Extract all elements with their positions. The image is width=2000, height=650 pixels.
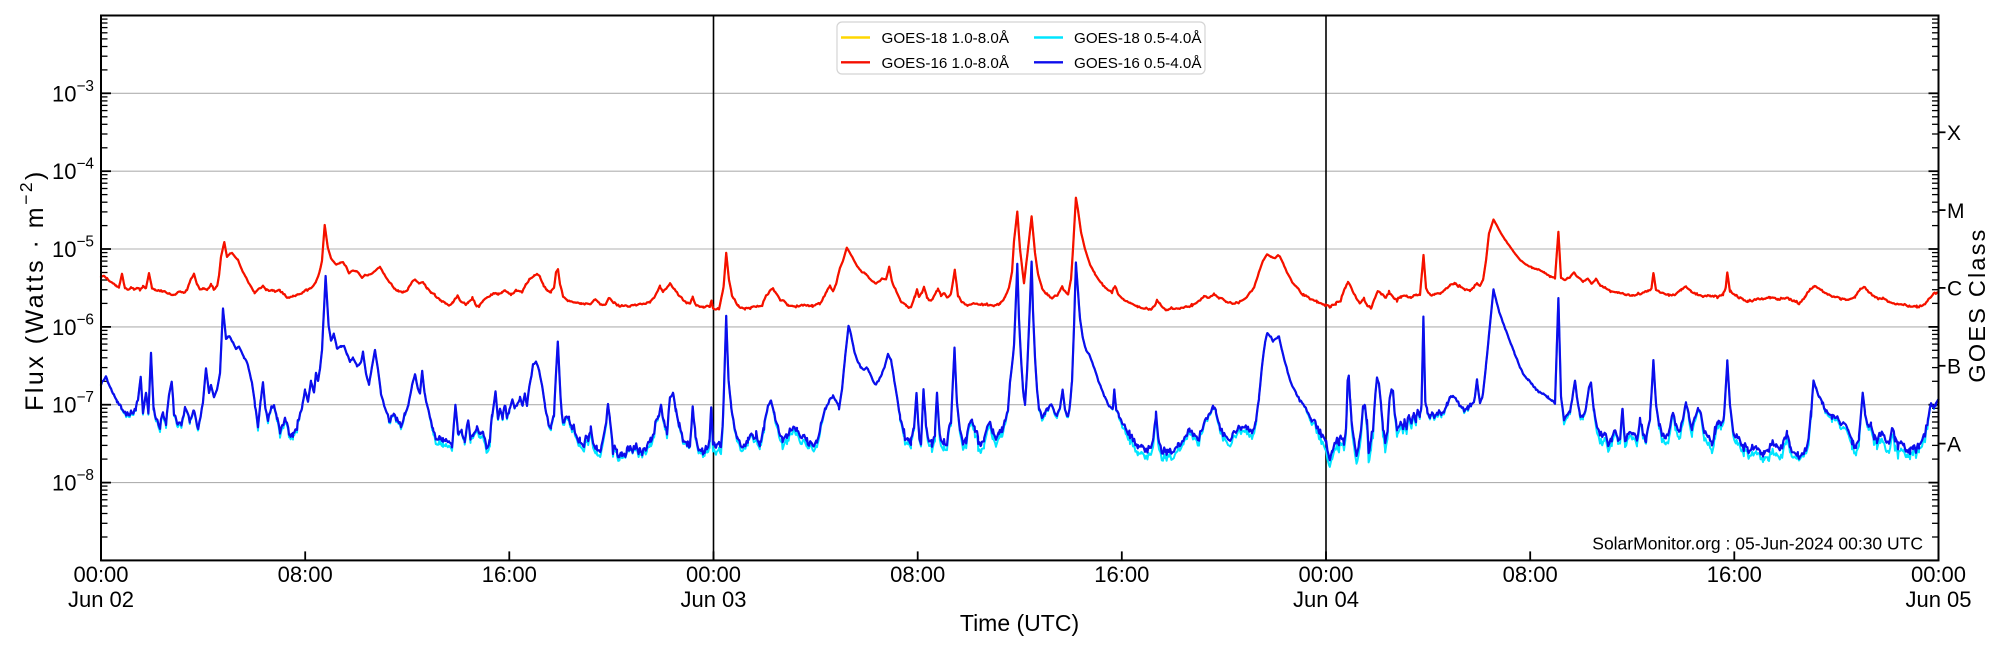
svg-text:10−5: 10−5 bbox=[52, 234, 94, 263]
svg-text:B: B bbox=[1947, 356, 1961, 379]
svg-text:Jun 03: Jun 03 bbox=[680, 587, 746, 612]
svg-text:GOES-16 0.5-4.0Å: GOES-16 0.5-4.0Å bbox=[1074, 55, 1202, 72]
svg-text:GOES-18 1.0-8.0Å: GOES-18 1.0-8.0Å bbox=[882, 30, 1010, 47]
svg-text:GOES-16 1.0-8.0Å: GOES-16 1.0-8.0Å bbox=[882, 55, 1010, 72]
svg-text:08:00: 08:00 bbox=[278, 562, 333, 587]
svg-text:Time (UTC): Time (UTC) bbox=[960, 610, 1079, 636]
svg-text:A: A bbox=[1947, 433, 1961, 456]
svg-text:GOES Class: GOES Class bbox=[1964, 227, 1990, 382]
svg-text:SolarMonitor.org : 05-Jun-2024: SolarMonitor.org : 05-Jun-2024 00:30 UTC bbox=[1592, 534, 1923, 554]
svg-text:C: C bbox=[1947, 278, 1962, 301]
svg-text:00:00: 00:00 bbox=[73, 562, 128, 587]
svg-text:00:00: 00:00 bbox=[1911, 562, 1966, 587]
svg-text:16:00: 16:00 bbox=[1094, 562, 1149, 587]
svg-text:10−3: 10−3 bbox=[52, 78, 94, 107]
svg-text:16:00: 16:00 bbox=[1707, 562, 1762, 587]
svg-text:Jun 04: Jun 04 bbox=[1293, 587, 1359, 612]
svg-text:GOES-18 0.5-4.0Å: GOES-18 0.5-4.0Å bbox=[1074, 30, 1202, 47]
svg-text:00:00: 00:00 bbox=[686, 562, 741, 587]
svg-text:M: M bbox=[1947, 200, 1965, 223]
svg-text:Jun 05: Jun 05 bbox=[1905, 587, 1971, 612]
svg-text:Flux (Watts · m−2): Flux (Watts · m−2) bbox=[16, 169, 49, 411]
svg-text:08:00: 08:00 bbox=[1503, 562, 1558, 587]
svg-text:00:00: 00:00 bbox=[1298, 562, 1353, 587]
svg-text:10−6: 10−6 bbox=[52, 311, 94, 340]
svg-text:16:00: 16:00 bbox=[482, 562, 537, 587]
svg-text:X: X bbox=[1947, 122, 1961, 145]
svg-text:08:00: 08:00 bbox=[890, 562, 945, 587]
svg-text:Jun 02: Jun 02 bbox=[68, 587, 134, 612]
